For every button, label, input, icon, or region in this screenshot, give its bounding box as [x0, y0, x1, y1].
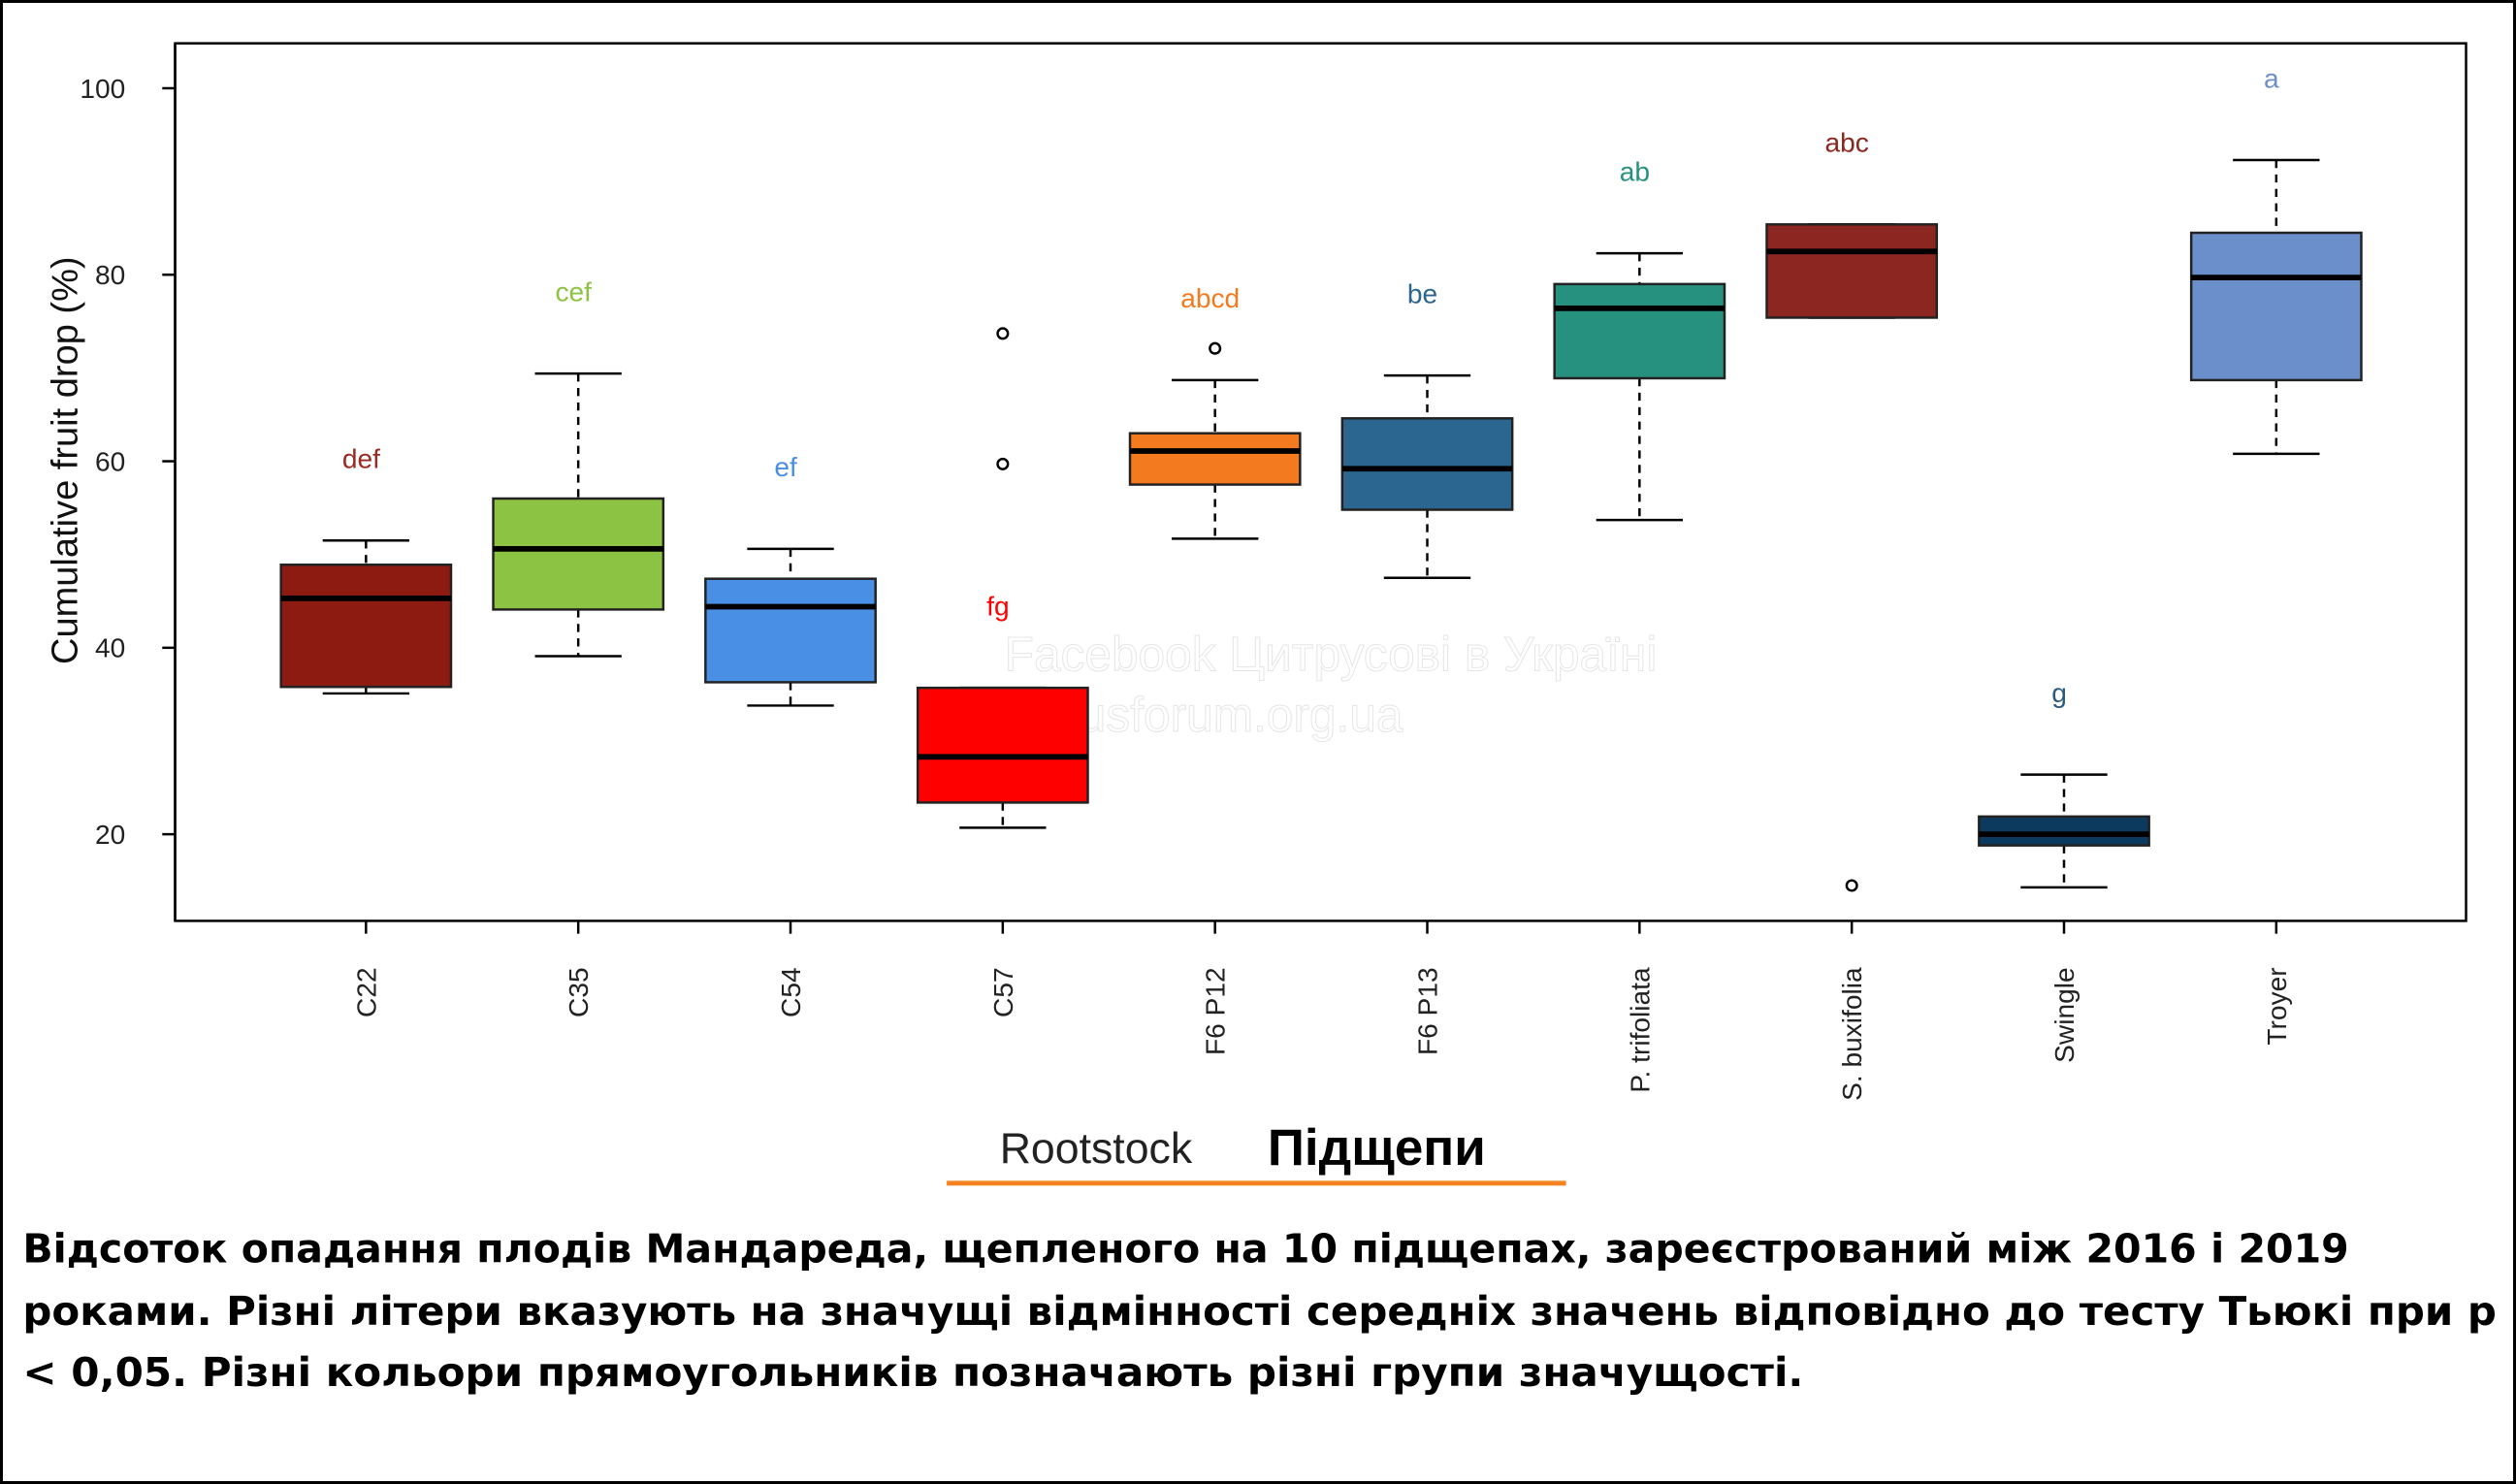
significance-letters: abc — [1825, 128, 1869, 158]
plot-frame — [174, 42, 2468, 922]
y-tick-label: 20 — [95, 820, 125, 850]
box-group: F6 P12 abcd — [1128, 283, 1302, 1055]
box-group: C54 ef — [704, 452, 877, 1017]
significance-letters: a — [2264, 63, 2279, 93]
significance-letters: cef — [555, 276, 592, 306]
y-tick-label: 100 — [80, 74, 125, 104]
box — [1978, 815, 2150, 847]
box — [1765, 223, 1939, 319]
box — [1340, 417, 1514, 511]
watermark-line-1: Facebook Цитрусові в Україні — [1005, 627, 1658, 681]
caption-line-1: Відсоток опадання плодів Мандареда, щепл… — [22, 1226, 2348, 1273]
x-tick-label: P. trifoliata — [1625, 967, 1655, 1093]
caption-line-3: < 0,05. Різні кольори прямоугольників по… — [22, 1349, 1803, 1396]
outlier-point — [1209, 341, 1222, 355]
box — [1553, 282, 1726, 380]
y-axis-label: Cumulative fruit drop (%) — [46, 256, 86, 664]
significance-letters: be — [1407, 278, 1437, 308]
x-tick-label: F6 P12 — [1201, 967, 1231, 1055]
box — [492, 497, 665, 611]
box-group: F6 P13 be — [1340, 278, 1514, 1055]
box-group: S. buxifolia abc — [1765, 128, 1939, 1101]
box — [1128, 432, 1302, 486]
x-tick-label: C54 — [776, 967, 806, 1017]
x-tick-label: C22 — [351, 967, 381, 1017]
y-tick-label: 80 — [95, 260, 125, 290]
x-tick-label: F6 P13 — [1412, 967, 1442, 1055]
x-tick-label: S. buxifolia — [1837, 967, 1867, 1101]
caption: Відсоток опадання плодів Мандареда, щепл… — [22, 1226, 2497, 1396]
significance-letters: ab — [1620, 156, 1650, 186]
x-tick-label: C35 — [564, 967, 594, 1017]
accent-underline — [947, 1180, 1566, 1186]
outlier-point — [996, 327, 1010, 340]
y-axis: 20 40 60 80 100 — [80, 43, 177, 921]
box-group: C35 cef — [492, 276, 665, 1017]
box — [2189, 231, 2363, 382]
box-group: C22 def — [279, 444, 453, 1017]
significance-letters: g — [2051, 678, 2067, 708]
box-group: Swingle g — [1978, 678, 2150, 1063]
y-tick-label: 60 — [95, 446, 125, 476]
box — [279, 564, 453, 689]
watermark: Facebook Цитрусові в Україні Citrusforum… — [1004, 627, 1658, 743]
x-tick-label: Troyer — [2262, 967, 2292, 1045]
significance-letters: def — [342, 444, 380, 474]
y-tick-label: 40 — [95, 633, 125, 663]
box — [916, 686, 1089, 804]
x-axis-label: Rootstock — [1000, 1125, 1193, 1173]
x-axis-label-translation: Підщепи — [1268, 1119, 1486, 1177]
caption-line-2: роками. Різні літери вказують на значущі… — [22, 1288, 2497, 1335]
box-group: P. trifoliata ab — [1553, 156, 1726, 1093]
significance-letters: ef — [774, 452, 797, 482]
outlier-point — [996, 457, 1010, 470]
box — [704, 577, 877, 684]
outlier-point — [1845, 879, 1858, 892]
significance-letters: abcd — [1180, 283, 1240, 313]
box-group: Troyer a — [2189, 63, 2363, 1046]
box-group: C57 fg — [916, 327, 1089, 1017]
significance-letters: fg — [986, 591, 1009, 621]
x-tick-label: Swingle — [2049, 967, 2080, 1062]
x-tick-label: C57 — [988, 967, 1018, 1017]
